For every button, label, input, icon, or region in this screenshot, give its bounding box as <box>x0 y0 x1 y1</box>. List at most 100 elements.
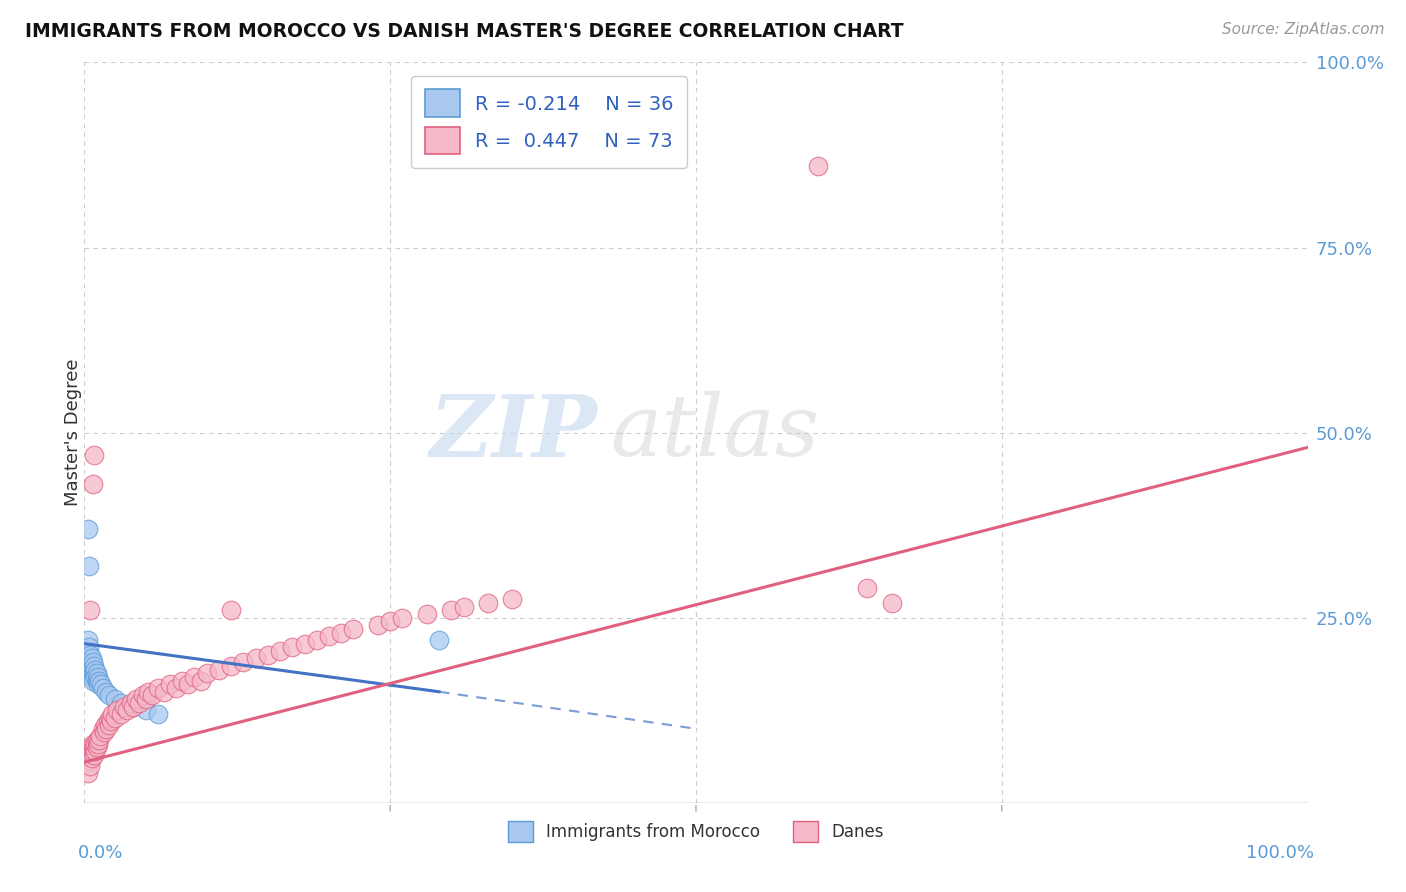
Point <box>77 766 100 780</box>
Point <box>77 755 100 769</box>
Point <box>219 658 242 673</box>
Point <box>141 689 163 703</box>
Point <box>86 740 108 755</box>
Point <box>86 732 108 747</box>
Point <box>80 751 103 765</box>
Point <box>79 648 101 662</box>
Point <box>84 670 107 684</box>
Point <box>342 622 364 636</box>
Point <box>82 673 104 688</box>
Text: atlas: atlas <box>610 392 820 474</box>
Point <box>83 666 105 681</box>
Point <box>79 758 101 772</box>
Point <box>87 670 110 684</box>
Point <box>79 658 101 673</box>
Point <box>330 625 353 640</box>
Point <box>87 737 110 751</box>
Point <box>82 744 104 758</box>
Point <box>165 681 187 695</box>
Point <box>219 603 242 617</box>
Point <box>146 681 169 695</box>
Point <box>86 666 108 681</box>
Point <box>477 596 499 610</box>
Point <box>110 696 132 710</box>
Point <box>84 663 107 677</box>
Point <box>807 159 830 173</box>
Point <box>135 703 157 717</box>
Point <box>146 706 169 721</box>
Point <box>367 618 389 632</box>
Point <box>132 689 155 703</box>
Text: IMMIGRANTS FROM MOROCCO VS DANISH MASTER'S DEGREE CORRELATION CHART: IMMIGRANTS FROM MOROCCO VS DANISH MASTER… <box>25 22 904 41</box>
Point <box>208 663 231 677</box>
Point <box>269 644 291 658</box>
Point <box>80 670 103 684</box>
Point <box>416 607 439 621</box>
Point <box>76 648 98 662</box>
Point <box>96 722 118 736</box>
Point <box>83 658 105 673</box>
Point <box>159 677 181 691</box>
Point <box>153 685 176 699</box>
Point <box>195 666 218 681</box>
Point <box>89 729 111 743</box>
Point <box>80 651 103 665</box>
Point <box>122 699 145 714</box>
Point <box>257 648 280 662</box>
Point <box>112 699 135 714</box>
Point <box>90 677 112 691</box>
Text: 0.0%: 0.0% <box>79 844 124 862</box>
Point <box>318 629 340 643</box>
Point <box>98 711 121 725</box>
Point <box>105 703 128 717</box>
Point <box>440 603 463 617</box>
Point <box>77 632 100 647</box>
Point <box>79 603 101 617</box>
Point <box>120 696 142 710</box>
Point <box>91 681 114 695</box>
Legend: Immigrants from Morocco, Danes: Immigrants from Morocco, Danes <box>499 813 893 850</box>
Point <box>104 692 127 706</box>
Point <box>84 737 107 751</box>
Point <box>136 685 159 699</box>
Point <box>100 714 122 729</box>
Point <box>122 699 145 714</box>
Point <box>305 632 328 647</box>
Point <box>94 718 117 732</box>
Point <box>391 610 413 624</box>
Point <box>294 637 316 651</box>
Point <box>172 673 194 688</box>
Point <box>97 714 120 729</box>
Point <box>77 655 100 669</box>
Point <box>183 670 205 684</box>
Point <box>77 558 100 573</box>
Point <box>83 448 105 462</box>
Point <box>177 677 200 691</box>
Text: ZIP: ZIP <box>430 391 598 475</box>
Point <box>91 722 114 736</box>
Point <box>104 711 127 725</box>
Point <box>82 737 104 751</box>
Point <box>96 685 118 699</box>
Point <box>82 477 104 491</box>
Point <box>245 651 267 665</box>
Text: 100.0%: 100.0% <box>1246 844 1313 862</box>
Point <box>77 663 100 677</box>
Point <box>84 744 107 758</box>
Point <box>880 596 903 610</box>
Point <box>115 703 138 717</box>
Point <box>856 581 879 595</box>
Point <box>110 706 132 721</box>
Point <box>135 692 157 706</box>
Point <box>82 666 104 681</box>
Text: Source: ZipAtlas.com: Source: ZipAtlas.com <box>1222 22 1385 37</box>
Point <box>83 747 105 762</box>
Point <box>77 640 100 655</box>
Point <box>82 655 104 669</box>
Point <box>190 673 212 688</box>
Point <box>97 718 120 732</box>
Point <box>380 615 402 629</box>
Point <box>427 632 450 647</box>
Point <box>79 740 101 755</box>
Point <box>80 663 103 677</box>
